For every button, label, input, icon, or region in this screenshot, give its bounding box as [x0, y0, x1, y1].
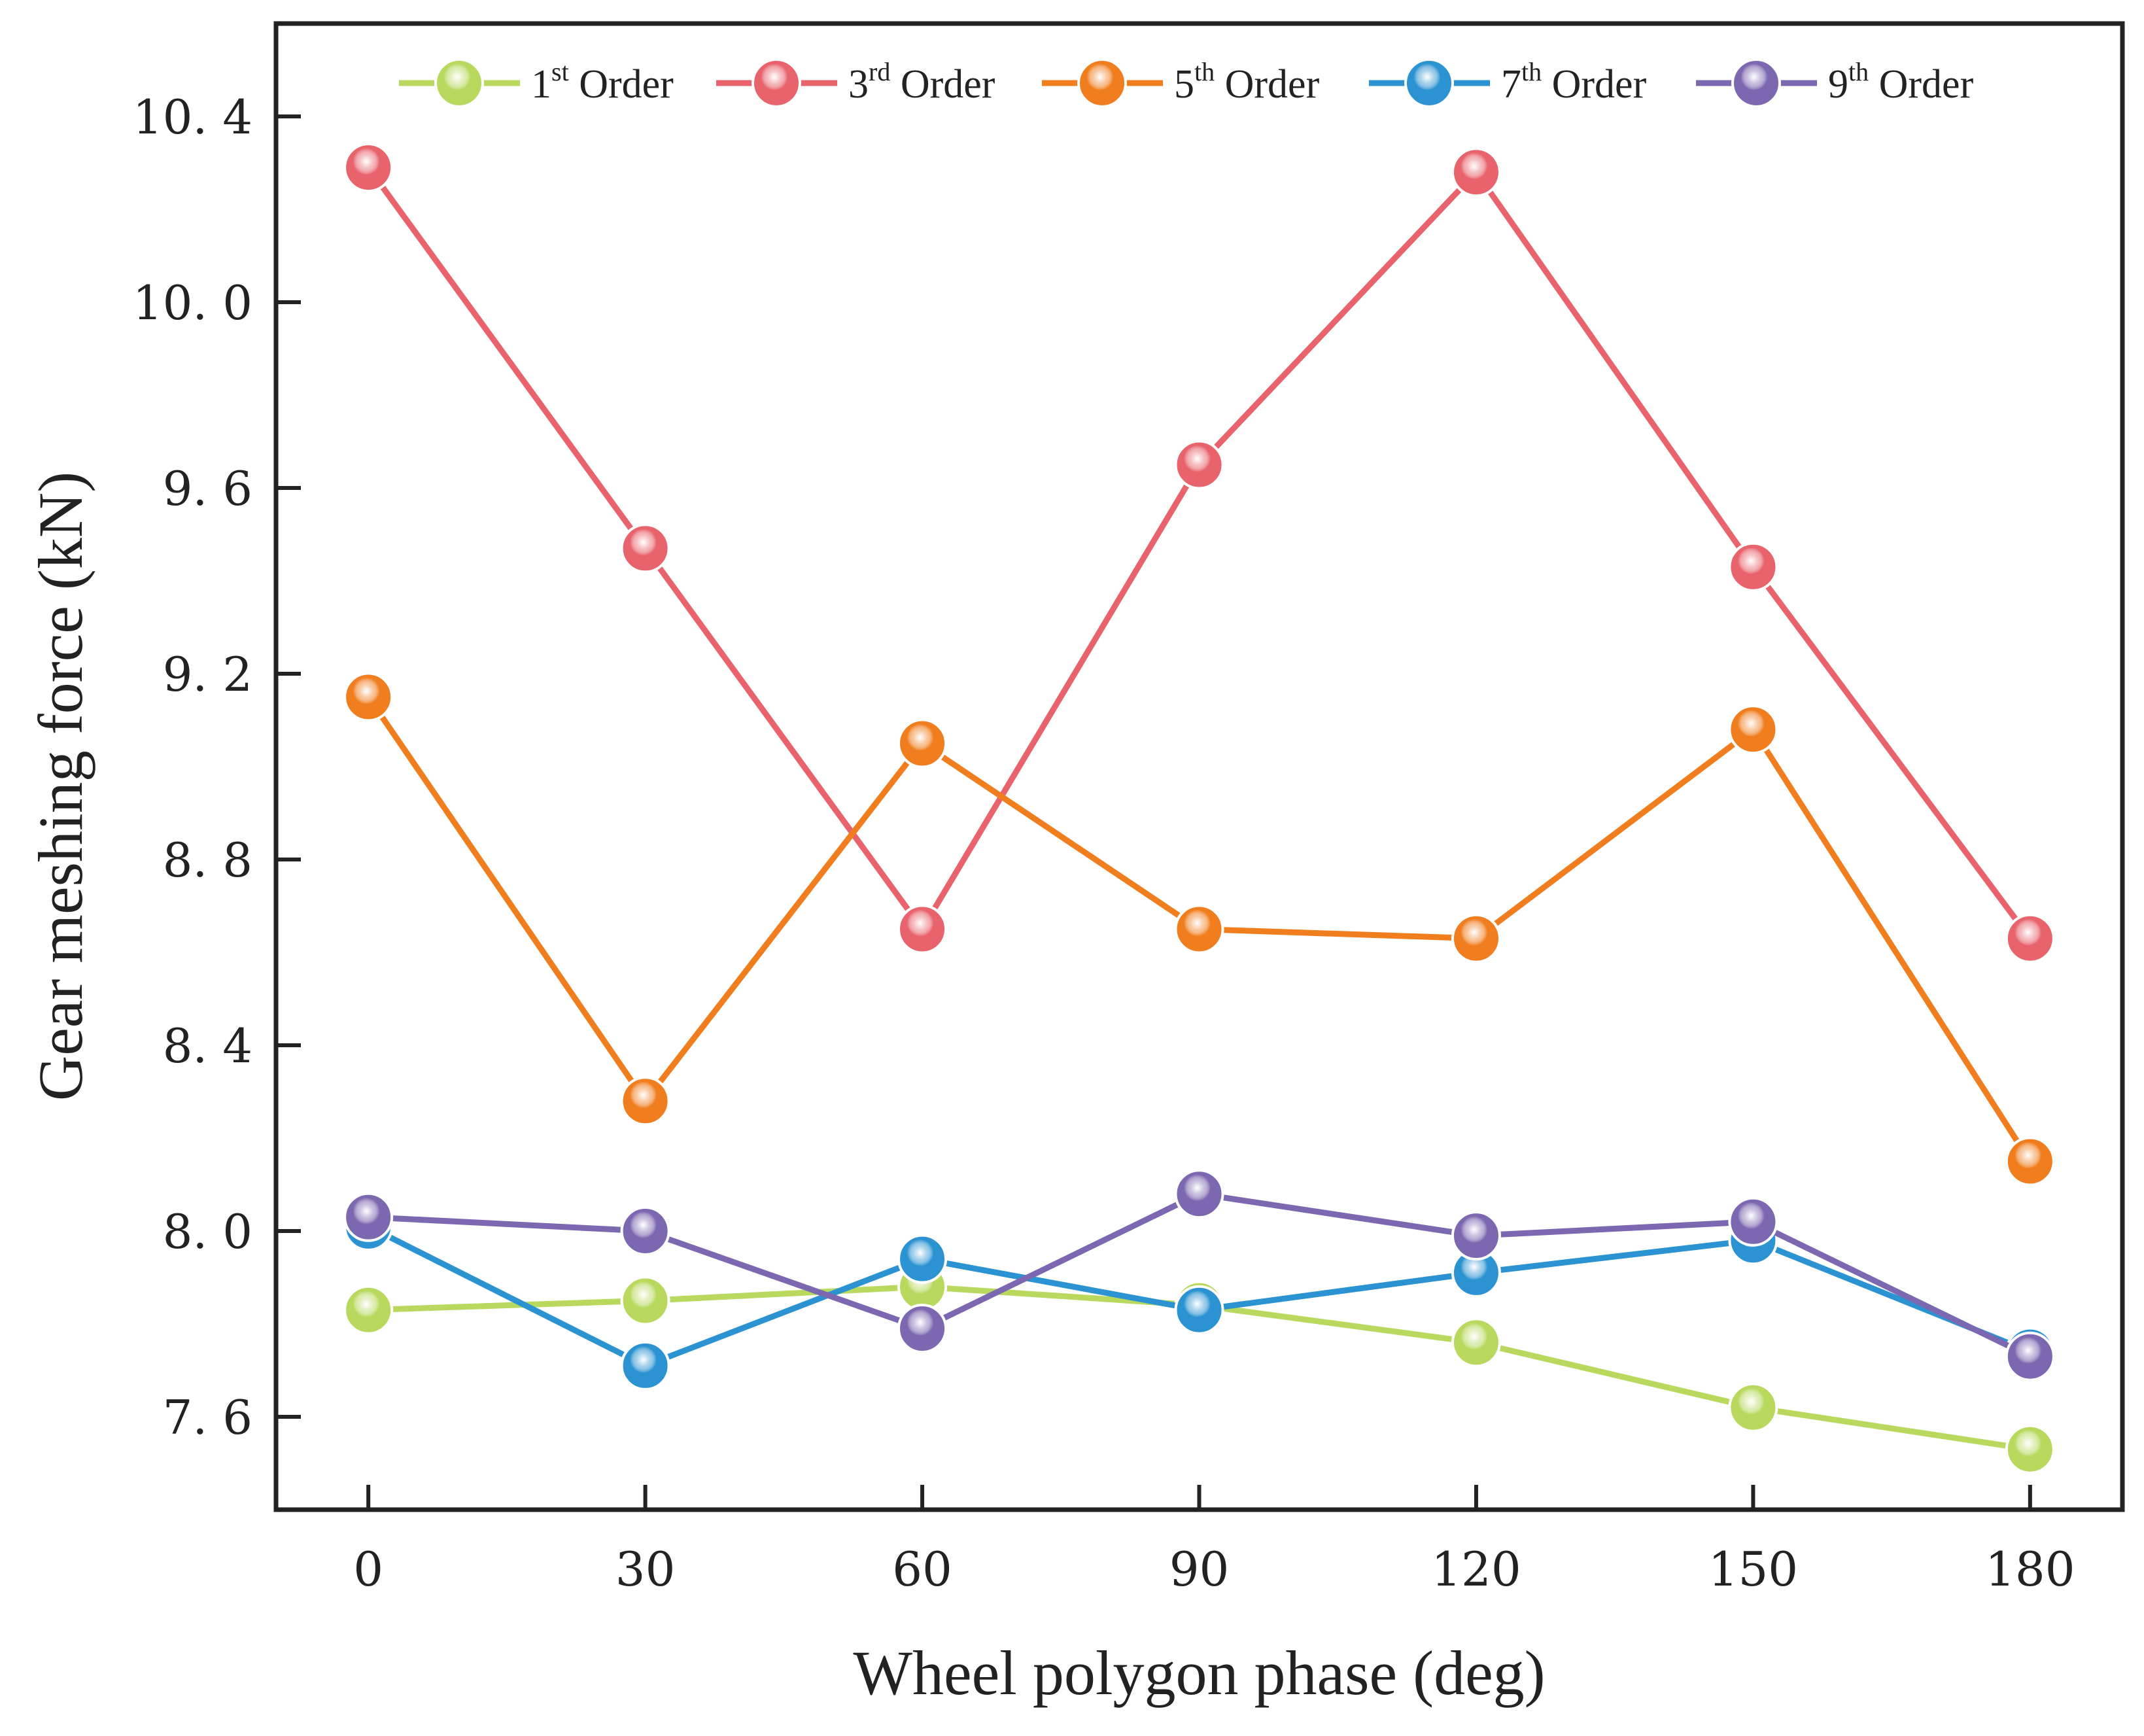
series-line	[366, 165, 2033, 941]
data-point-shine	[902, 1238, 943, 1279]
legend-entry-4: 7th Order	[1369, 57, 1647, 108]
x-tick-label: 90	[1169, 1542, 1230, 1597]
data-point-shine	[1455, 918, 1496, 959]
legend-marker-shine	[439, 63, 479, 103]
y-tick-label: 10. 0	[133, 275, 252, 330]
series-5	[343, 1169, 2055, 1381]
legend-entry-5: 9th Order	[1696, 57, 1974, 108]
legend-label: 1st Order	[531, 57, 674, 107]
data-point-shine	[625, 528, 666, 569]
legend-label: 5th Order	[1174, 57, 1320, 107]
series-layer	[343, 143, 2055, 1474]
x-tick-label: 180	[1985, 1542, 2075, 1597]
data-point-shine	[1179, 444, 1220, 485]
y-tick-label: 9. 6	[163, 461, 252, 516]
y-tick-label: 8. 4	[163, 1018, 252, 1073]
data-point-shine	[2009, 1429, 2050, 1470]
legend-marker-shine	[1082, 63, 1122, 103]
x-tick-label: 0	[353, 1542, 383, 1597]
data-point-shine	[902, 909, 943, 950]
data-point-shine	[902, 723, 943, 764]
data-point-shine	[1733, 1387, 1774, 1428]
legend-marker-shine	[1409, 63, 1449, 103]
y-tick-label: 8. 0	[163, 1204, 252, 1259]
y-tick-label: 10. 4	[133, 90, 252, 145]
data-point-shine	[625, 1211, 666, 1251]
data-point-shine	[902, 1308, 943, 1349]
x-tick-label: 120	[1431, 1542, 1521, 1597]
legend-marker-shine	[1736, 63, 1776, 103]
data-point-shine	[1179, 1173, 1220, 1215]
legend-label: 7th Order	[1501, 57, 1647, 107]
legend-entry-3: 5th Order	[1042, 57, 1320, 108]
legend-marker-shine	[756, 63, 797, 103]
data-point-shine	[625, 1345, 666, 1386]
y-tick-label: 7. 6	[163, 1390, 252, 1445]
y-tick-label: 9. 2	[163, 647, 252, 702]
x-tick-label: 150	[1708, 1542, 1798, 1597]
data-point-shine	[1733, 546, 1774, 587]
axis-ticks: 0 30 60 90 120 150 180 7. 6 8. 0 8. 4 8. 8 9. 2 9. 6…	[133, 90, 2075, 1597]
data-point-shine	[348, 1289, 389, 1330]
legend-entry-2: 3rd Order	[716, 57, 995, 108]
data-point-shine	[625, 1081, 666, 1122]
data-point-shine	[1179, 909, 1220, 950]
series-2	[343, 143, 2055, 963]
data-point-shine	[2009, 1336, 2050, 1377]
legend-label: 9th Order	[1828, 57, 1974, 107]
data-point-shine	[1455, 1215, 1496, 1257]
data-point-shine	[1733, 709, 1774, 750]
legend-label: 3rd Order	[848, 57, 995, 107]
x-tick-label: 30	[615, 1542, 676, 1597]
data-point-shine	[1179, 1289, 1220, 1330]
data-point-shine	[1455, 1252, 1496, 1293]
x-axis-label: Wheel polygon phase (deg)	[853, 1638, 1545, 1708]
series-3	[343, 672, 2055, 1187]
legend-entry-1: 1st Order	[399, 57, 674, 108]
data-point-shine	[625, 1280, 666, 1321]
data-point-shine	[348, 676, 389, 718]
data-point-shine	[348, 147, 389, 188]
y-tick-label: 8. 8	[163, 833, 252, 888]
data-point-shine	[2009, 1141, 2050, 1182]
data-point-shine	[1455, 1322, 1496, 1363]
data-point-shine	[348, 1196, 389, 1238]
data-point-shine	[2009, 918, 2050, 959]
data-point-shine	[1733, 1201, 1774, 1242]
x-tick-label: 60	[892, 1542, 952, 1597]
legend: 1st Order 3rd Order 5th Order 7th Order 9th …	[399, 57, 1974, 108]
y-axis-label: Gear meshing force (kN)	[26, 472, 95, 1101]
data-point-shine	[1455, 152, 1496, 193]
